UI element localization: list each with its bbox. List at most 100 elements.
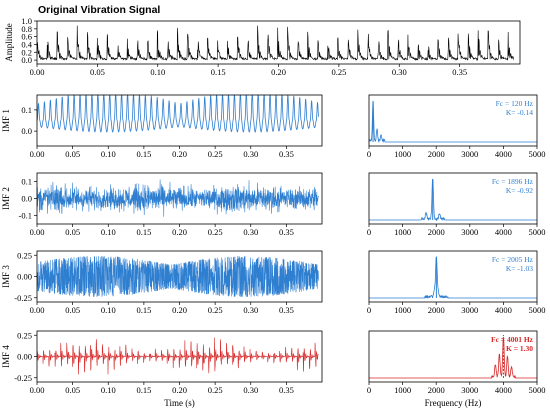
y-axis-label: IMF 2 (1, 187, 11, 210)
x-tick-label: 0.05 (65, 149, 80, 159)
x-tick-label: 0.00 (30, 149, 45, 159)
x-tick-label: 0.05 (65, 227, 80, 237)
x-tick-label: 0.15 (136, 149, 151, 159)
plot-imf1-spectrum: Fc = 120 HzK= -0.14 0 1000 2000 3000 4000 5000 (367, 94, 546, 159)
panel-imf1-spectrum: Fc = 120 HzK= -0.14 0 1000 2000 3000 4000 5000 (367, 94, 546, 159)
x-tick-label: 0.35 (279, 385, 294, 395)
x-tick-label: 0.20 (172, 149, 187, 159)
x-tick-label: 0.10 (101, 149, 116, 159)
axes-frame (368, 94, 538, 147)
x-tick-label: 0.35 (279, 305, 294, 315)
y-tick-label: -0.1 (19, 211, 32, 221)
x-tick-label: 5000 (529, 305, 546, 315)
x-tick-label: 0 (367, 227, 371, 237)
x-tick-label: 4000 (495, 385, 512, 395)
x-tick-label: 0.05 (90, 67, 105, 77)
x-tick-label: 0.10 (101, 227, 116, 237)
x-tick-label: 5000 (529, 385, 546, 395)
x-tick-label: 0.30 (243, 385, 258, 395)
y-tick-label: 0.2 (21, 47, 32, 57)
x-tick-label: 5000 (529, 149, 546, 159)
x-tick-label: 0.20 (172, 305, 187, 315)
plot-imf2-time: 0.00 0.05 0.10 0.15 0.20 0.25 0.30 0.35 -0.1 0.0 0… (1, 172, 323, 237)
x-tick-label: 0.35 (452, 67, 467, 77)
y-tick-label: 0.8 (21, 24, 32, 34)
x-tick-label: 0.15 (136, 227, 151, 237)
annotation-text: Fc = 2005 Hz (492, 255, 534, 264)
x-tick-label: 0.10 (150, 67, 165, 77)
plot-imf4-time: 0.00 0.05 0.10 0.15 0.20 0.25 0.30 0.35 -0.25 0.0… (1, 330, 323, 408)
panel-imf4-time: 0.00 0.05 0.10 0.15 0.20 0.25 0.30 0.35 -0.25 0.0… (1, 330, 323, 408)
series-line (36, 94, 319, 133)
x-tick-label: 0.00 (30, 385, 45, 395)
spectrum-line (368, 100, 537, 144)
annotation-text: Fc = 4001 Hz (491, 335, 534, 344)
x-tick-label: 4000 (495, 305, 512, 315)
x-tick-label: 0.25 (208, 305, 223, 315)
x-tick-label: 0.30 (243, 227, 258, 237)
axes-frame (368, 250, 538, 303)
x-tick-label: 0.00 (30, 67, 45, 77)
annotation-text: K= -0.92 (506, 186, 533, 195)
x-tick-label: 0.35 (279, 149, 294, 159)
plot-imf1-time: 0.00 0.05 0.10 0.15 0.20 0.25 0.30 0.35 0.0 0.1 IM… (1, 94, 323, 159)
y-tick-label: 0.0 (21, 194, 32, 204)
y-axis-label: Amplitude (4, 23, 14, 62)
spectrum-line (369, 256, 537, 299)
x-tick-label: 2000 (428, 305, 445, 315)
panel-imf2-spectrum: Fc = 1896 HzK= -0.92 0 1000 2000 3000 4000 500… (367, 172, 546, 237)
x-tick-label: 3000 (461, 227, 478, 237)
annotation-text: K= -0.14 (506, 108, 533, 117)
plot-imf3-spectrum: Fc = 2005 HzK= -1.03 0 1000 2000 3000 4000 500… (367, 250, 546, 315)
panel-imf4-spectrum: Fc = 4001 HzK = 1.30 0 1000 2000 3000 4000 500… (367, 330, 546, 408)
y-axis-label: IMF 3 (1, 265, 11, 288)
x-axis-label: Frequency (Hz) (425, 398, 482, 408)
x-tick-label: 0.15 (211, 67, 226, 77)
panel-imf1-time: 0.00 0.05 0.10 0.15 0.20 0.25 0.30 0.35 0.0 0.1 IM… (1, 94, 323, 159)
y-tick-label: 0.00 (17, 352, 32, 362)
axes-frame (368, 330, 538, 383)
series-line (36, 337, 319, 375)
x-tick-label: 0.25 (208, 385, 223, 395)
series-line (36, 25, 515, 62)
y-tick-label: 0.1 (21, 177, 32, 187)
plot-original: 0.00 0.05 0.10 0.15 0.20 0.25 0.30 0.350.00.20.… (4, 16, 521, 77)
panel-imf2-time: 0.00 0.05 0.10 0.15 0.20 0.25 0.30 0.35 -0.1 0.0 0… (1, 172, 323, 237)
annotation-text: Fc = 1896 Hz (492, 177, 534, 186)
y-tick-label: 0.6 (21, 32, 32, 42)
y-axis-label: IMF 4 (1, 345, 11, 368)
panel-original: Original Vibration Signal 0.00 0.05 0.10 0.… (4, 4, 521, 77)
y-tick-label: 0.25 (17, 330, 32, 340)
y-tick-label: 0.0 (21, 55, 32, 65)
x-tick-label: 0.05 (65, 305, 80, 315)
annotation-text: K= -1.03 (506, 264, 533, 273)
x-tick-label: 3000 (461, 385, 478, 395)
x-axis-label: Time (s) (164, 398, 194, 408)
x-tick-label: 0.20 (172, 385, 187, 395)
y-axis-label: IMF 1 (1, 109, 11, 132)
y-tick-label: 0.25 (17, 250, 32, 260)
y-tick-label: 0.1 (21, 105, 32, 115)
x-tick-label: 2000 (428, 227, 445, 237)
series-line (36, 179, 319, 217)
panel-imf3-spectrum: Fc = 2005 HzK= -1.03 0 1000 2000 3000 4000 500… (367, 250, 546, 315)
y-tick-label: 0.0 (21, 126, 32, 136)
x-tick-label: 0 (367, 385, 371, 395)
plot-imf4-spectrum: Fc = 4001 HzK = 1.30 0 1000 2000 3000 4000 500… (367, 330, 546, 408)
x-tick-label: 0.00 (30, 305, 45, 315)
x-tick-label: 0.30 (243, 149, 258, 159)
x-tick-label: 0.00 (30, 227, 45, 237)
x-tick-label: 2000 (428, 385, 445, 395)
x-tick-label: 0.20 (172, 227, 187, 237)
x-tick-label: 0.35 (279, 227, 294, 237)
spectrum-line (369, 336, 537, 379)
x-tick-label: 0.20 (271, 67, 286, 77)
x-tick-label: 0.15 (136, 385, 151, 395)
spectrum-line (369, 178, 537, 222)
x-tick-label: 0.10 (101, 385, 116, 395)
y-tick-label: -0.25 (14, 293, 32, 303)
x-tick-label: 0.30 (243, 305, 258, 315)
y-tick-label: 1.0 (21, 16, 32, 26)
x-tick-label: 0.05 (65, 385, 80, 395)
